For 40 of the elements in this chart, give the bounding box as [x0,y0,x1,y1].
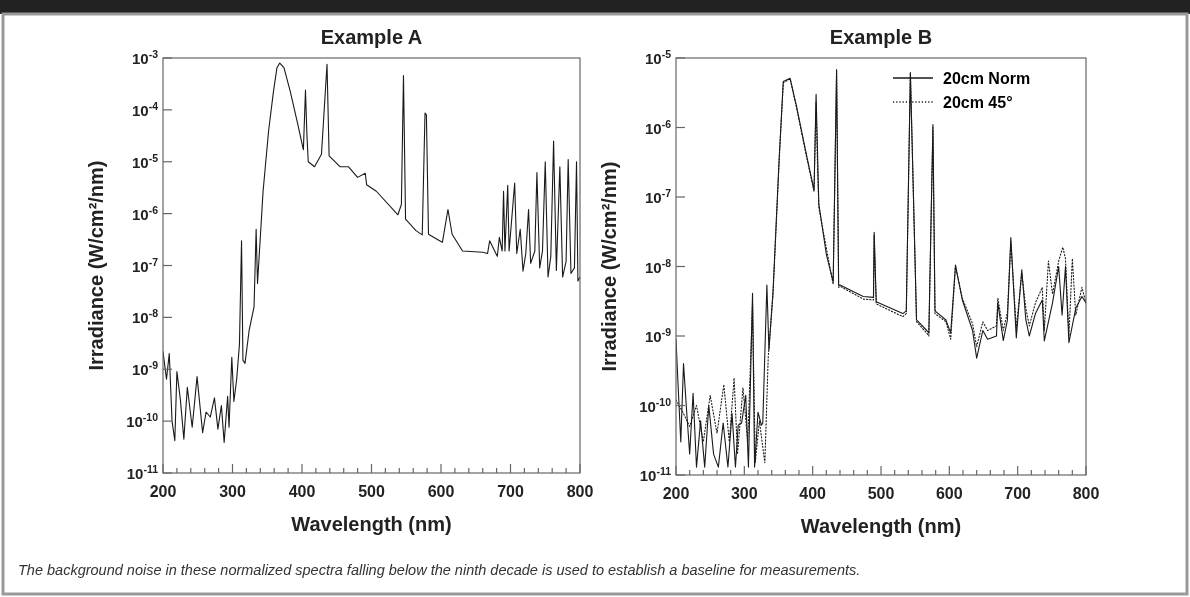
x-tick-label: 500 [867,485,895,502]
y-tick-label: 10$^{-8}$ [131,307,159,327]
x-tick-label: 700 [1004,485,1032,502]
y-tick-label: 10$^{-11}$ [126,463,159,482]
y-tick-label: 10$^{-11}$ [639,465,672,484]
y-tick-label: 10$^{-6}$ [644,117,672,137]
y-tick-label: 10$^{-6}$ [131,203,159,223]
x-tick-label: 200 [662,485,690,502]
y-tick-label: 10$^{-9}$ [644,326,672,345]
line-series [163,62,580,443]
y-tick-label: 10$^{-8}$ [644,256,672,276]
x-tick-label: 400 [288,483,316,500]
text: The background noise in these normalized spectra falling below the ninth decade is used to establish a baseline for measurements. [18,562,861,578]
x-tick-label: 600 [427,483,455,500]
y-tick-label: 10$^{-5}$ [644,48,672,67]
y-tick-label: 10$^{-7}$ [131,255,159,275]
chart-title: Example B [829,26,933,48]
legend-label: 20cm 45° [943,94,1013,111]
x-axis-title: Wavelength (nm) [291,513,452,535]
y-tick-label: 10$^{-10}$ [639,395,672,415]
x-tick-label: 400 [799,485,827,502]
x-tick-label: 700 [497,483,524,500]
chart-title: Example A [320,26,423,48]
x-tick-label: 200 [149,483,177,500]
x-axis-title: Wavelength (nm) [800,515,962,537]
x-tick-label: 600 [935,485,963,502]
x-tick-label: 800 [566,483,594,500]
y-tick-label: 10$^{-10}$ [126,411,159,431]
y-axis-title: Irradiance (W/cm²/nm) [85,160,107,371]
x-tick-label: 500 [358,483,385,500]
y-tick-label: 10$^{-9}$ [131,359,159,379]
y-tick-label: 10$^{-5}$ [131,151,159,171]
y-tick-label: 10$^{-7}$ [644,187,672,206]
y-tick-label: 10$^{-3}$ [131,48,159,67]
legend-label: 20cm Norm [943,70,1031,87]
x-tick-label: 300 [730,485,758,502]
y-tick-label: 10$^{-4}$ [131,99,159,119]
x-tick-label: 800 [1072,485,1100,502]
y-axis-title: Irradiance (W/cm²/nm) [598,161,620,372]
x-tick-label: 300 [219,483,246,500]
